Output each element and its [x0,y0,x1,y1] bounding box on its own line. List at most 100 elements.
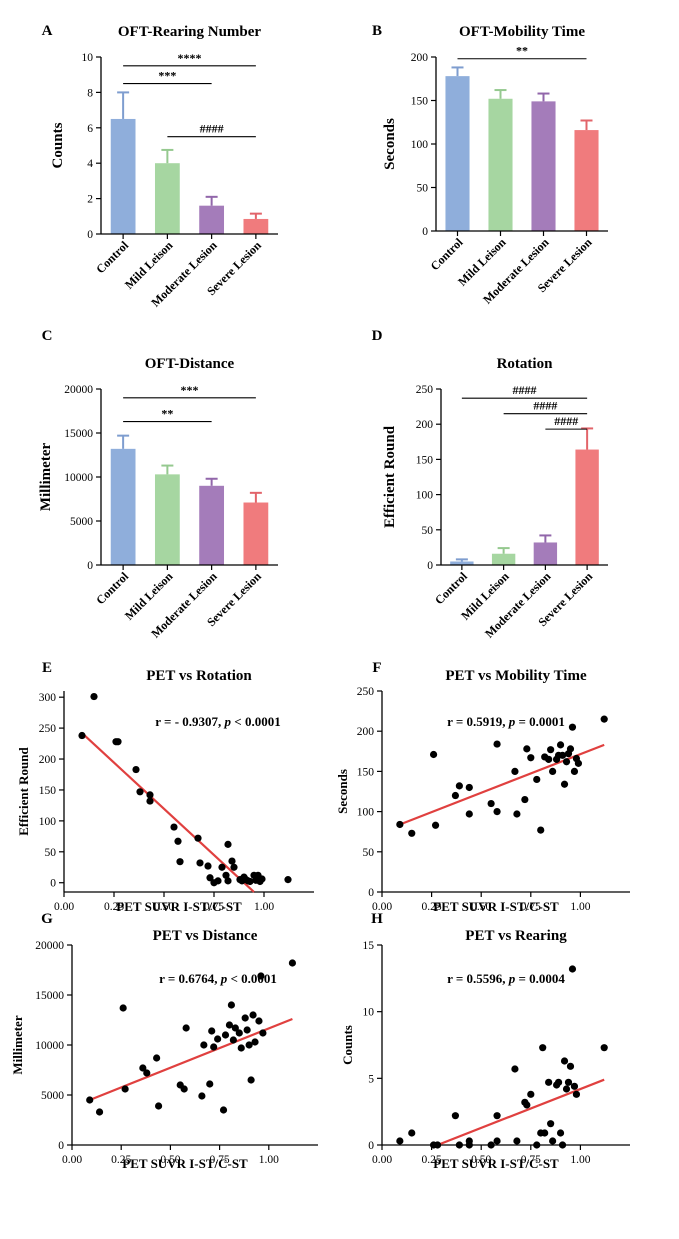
y-axis-label: Efficient Round [382,425,398,528]
data-point [429,750,438,759]
bar-moderate-lesion [531,101,556,232]
data-point [566,1062,575,1070]
x-tick-label: 0.75 [204,901,224,913]
y-tick-label: 20000 [64,384,93,396]
chart-title: OFT-Mobility Time [459,24,585,40]
data-point [153,1054,161,1062]
data-point [511,1065,519,1073]
bar-chart-A: A OFT-Rearing NumberCounts0246810ControlM… [42,23,278,310]
bar-mild-leison [154,163,180,234]
data-point [558,751,567,759]
x-tick-label: 0.00 [62,1154,82,1166]
chart-title: Rotation [497,356,553,372]
data-point [523,745,531,753]
data-point [176,858,184,866]
data-point [198,1092,206,1100]
data-point [487,1141,495,1149]
data-point [227,1001,236,1009]
panel-label: C [42,328,53,344]
data-point [219,1106,228,1114]
data-point [600,1044,608,1052]
data-point [230,863,238,871]
chart-title: PET vs Rearing [465,928,567,944]
data-point [246,877,254,886]
data-point [549,1137,557,1145]
y-tick-label: 10000 [64,472,93,484]
data-point [560,780,569,788]
data-point [136,788,144,796]
chart-title: PET vs Mobility Time [445,668,587,684]
data-point [196,859,204,867]
panel-label: A [42,23,53,39]
x-tick-label: 0.00 [372,1154,392,1166]
data-point [455,782,463,790]
y-axis-label: Seconds [335,769,350,814]
data-point [513,810,521,818]
scatter-chart-G: G PET vs Distance Millimeter PET SUVR I-ST/… [10,911,318,1171]
data-point [455,1141,463,1149]
y-axis-label: Counts [50,122,66,168]
x-axis-label: PET SUVR I-ST/C-ST [433,899,559,914]
y-tick-label: 50 [417,183,429,195]
data-point [556,741,565,749]
data-point [511,767,519,776]
bar-control [450,561,474,565]
data-point [146,791,154,799]
panel-label: H [371,911,383,927]
data-point [200,1041,208,1049]
data-point [564,1078,573,1086]
data-point [224,877,232,885]
scatter-chart-F: F PET vs Mobility Time Seconds PET SUVR I-S… [335,660,630,914]
y-tick-label: 50 [422,525,434,537]
category-label: Control [432,569,470,607]
data-point [258,875,266,883]
significance-label: #### [533,399,557,413]
data-point [396,1137,404,1145]
bar-control [110,118,136,234]
y-tick-label: 4 [87,158,93,170]
bar-mild-leison [491,553,516,565]
y-tick-label: 100 [39,816,57,828]
data-point [545,755,553,763]
y-tick-label: 50 [45,847,57,859]
data-point [214,877,222,885]
data-point [451,791,460,800]
data-point [139,1064,147,1072]
annotation-r: r = - 0.9307, [155,714,224,729]
y-tick-label: 0 [58,1140,64,1152]
y-tick-label: 150 [411,96,429,108]
panel-label: B [372,23,382,39]
bar-mild-leison [488,98,513,231]
data-point [568,965,577,973]
data-point [537,826,545,834]
bar-mild-leison [154,474,180,565]
x-tick-label: 1.00 [259,1154,279,1166]
x-tick-label: 0.25 [422,901,442,913]
y-tick-label: 250 [39,723,57,735]
data-point [237,1044,245,1052]
y-tick-label: 2 [87,194,93,206]
data-point [214,1035,222,1043]
x-axis-label: PET SUVR I-ST/C-ST [433,1156,559,1171]
data-point [255,1017,263,1025]
data-point [549,767,557,776]
data-point [259,1029,267,1037]
data-point [547,1120,555,1128]
y-tick-label: 0 [50,878,56,890]
annotation-value: < 0.0001 [231,714,281,729]
y-tick-label: 8 [87,87,93,99]
data-point [451,1112,460,1120]
x-axis-label: PET SUVR I-ST/C-ST [116,899,242,914]
data-point [257,972,265,980]
significance-label: *** [158,69,176,83]
data-point [493,808,501,816]
annotation-p: p [508,971,516,986]
y-tick-label: 150 [39,785,57,797]
bar-moderate-lesion [199,485,225,565]
data-point [433,1141,442,1149]
data-point [554,1078,563,1086]
data-point [241,1014,249,1022]
data-point [170,823,178,831]
data-point [533,1141,541,1149]
bar-severe-lesion [243,502,269,565]
